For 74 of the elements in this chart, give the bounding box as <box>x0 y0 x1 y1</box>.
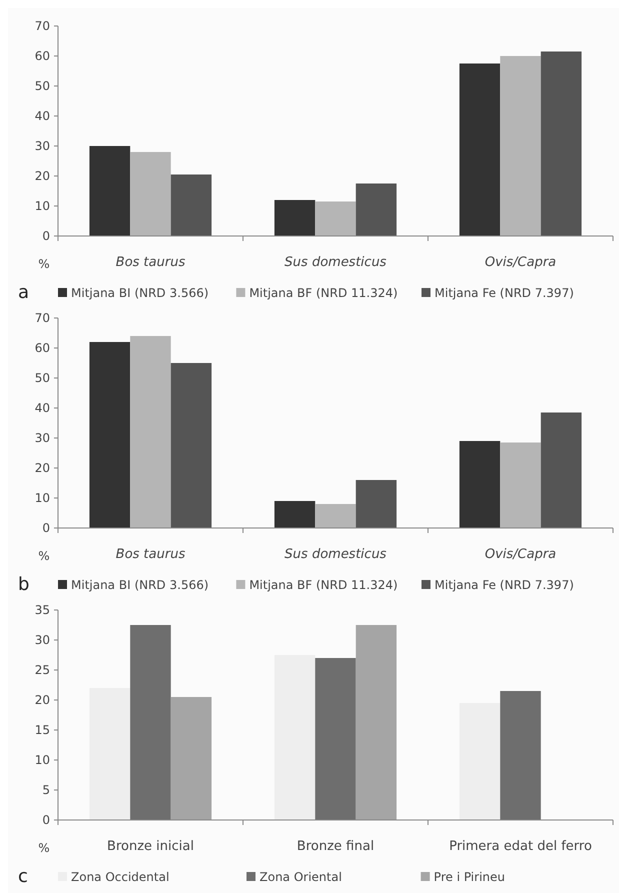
x-tick-label: Primera edat del ferro <box>449 839 592 854</box>
y-tick-label: 60 <box>34 341 50 356</box>
legend-label: Mitjana BI (NRD 3.566) <box>71 578 209 592</box>
y-tick-label: 60 <box>34 49 50 64</box>
legend-label: Mitjana BI (NRD 3.566) <box>71 286 209 300</box>
y-axis-title: % <box>38 549 50 563</box>
y-tick-label: 5 <box>42 783 50 798</box>
bar <box>540 52 582 236</box>
x-tick-label: Bos taurus <box>116 547 186 562</box>
text: c <box>18 866 28 887</box>
y-tick-label: 0 <box>42 813 50 828</box>
bar <box>170 697 212 820</box>
y-tick-label: 20 <box>34 169 50 184</box>
bar <box>89 342 130 528</box>
y-tick-label: 0 <box>42 229 50 244</box>
y-tick-label: 20 <box>34 461 50 476</box>
bar <box>459 64 500 236</box>
legend-label: Pre i Pirineu <box>434 870 506 884</box>
y-tick-label: 50 <box>34 79 50 94</box>
y-tick-label: 10 <box>34 753 50 768</box>
y-tick-label: 30 <box>34 633 50 648</box>
x-tick-label: Sus domesticus <box>284 255 387 270</box>
legend-label: Zona Occidental <box>71 870 170 884</box>
bar <box>459 703 500 820</box>
y-tick-label: 20 <box>34 693 50 708</box>
bar <box>356 184 397 236</box>
y-tick-label: 70 <box>34 19 50 34</box>
bar <box>540 412 582 528</box>
legend-label: Mitjana BF (NRD 11.324) <box>249 286 398 300</box>
x-tick-label: Ovis/Capra <box>484 547 556 562</box>
x-tick-label: Ovis/Capra <box>484 255 556 270</box>
y-tick-label: 30 <box>34 431 50 446</box>
y-tick-label: 70 <box>34 311 50 326</box>
bar <box>315 202 356 236</box>
bar <box>130 336 171 528</box>
bar <box>170 363 212 528</box>
bar <box>315 504 356 528</box>
x-tick-label: Bronze inicial <box>107 839 194 854</box>
legend-label: Zona Oriental <box>260 870 342 884</box>
bar <box>274 501 316 528</box>
y-tick-label: 10 <box>34 491 50 506</box>
bar <box>356 625 397 820</box>
x-tick-label: Sus domesticus <box>284 547 387 562</box>
bar <box>500 56 541 236</box>
bar <box>130 152 171 236</box>
bar <box>356 480 397 528</box>
bar <box>89 688 130 820</box>
y-tick-label: 25 <box>34 663 50 678</box>
y-tick-label: 30 <box>34 139 50 154</box>
y-axis-title: % <box>38 841 50 855</box>
y-tick-label: 50 <box>34 371 50 386</box>
bar <box>500 691 541 820</box>
bar <box>89 146 130 236</box>
y-tick-label: 35 <box>34 603 50 618</box>
legend-label: Mitjana Fe (NRD 7.397) <box>434 286 574 300</box>
legend-label: Mitjana BF (NRD 11.324) <box>249 578 398 592</box>
bar <box>500 442 541 528</box>
text: b <box>18 574 30 595</box>
bar <box>274 200 316 236</box>
bar <box>459 441 500 528</box>
x-tick-label: Bos taurus <box>116 255 186 270</box>
y-tick-label: 40 <box>34 401 50 416</box>
legend-label: Mitjana Fe (NRD 7.397) <box>434 578 574 592</box>
y-tick-label: 15 <box>34 723 50 738</box>
y-tick-label: 0 <box>42 521 50 536</box>
y-tick-label: 40 <box>34 109 50 124</box>
bar <box>170 174 212 236</box>
bar <box>130 625 171 820</box>
y-axis-title: % <box>38 257 50 271</box>
bar <box>315 658 356 820</box>
x-tick-label: Bronze final <box>296 839 374 854</box>
y-tick-label: 10 <box>34 199 50 214</box>
bar <box>274 655 316 820</box>
text: a <box>18 282 30 303</box>
